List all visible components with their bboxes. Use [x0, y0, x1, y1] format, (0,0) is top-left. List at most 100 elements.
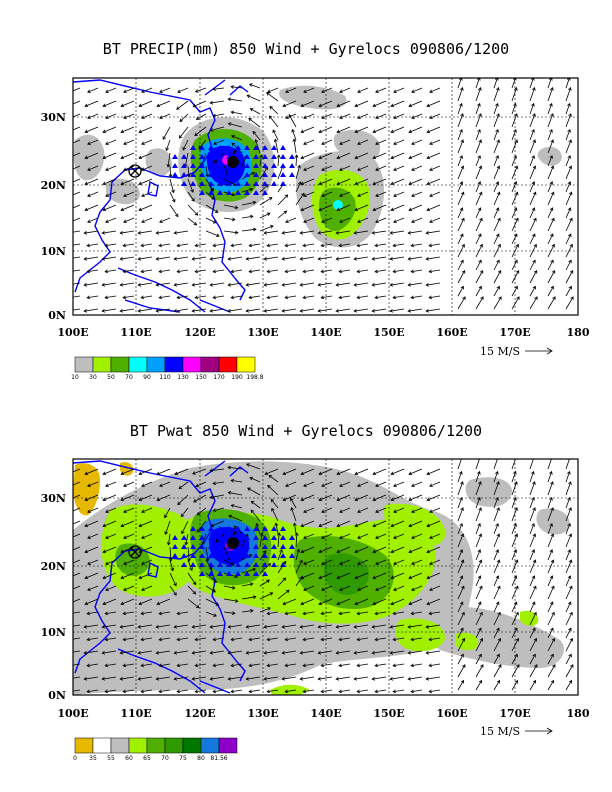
- wind-arrow: [169, 204, 179, 217]
- wind-arrowhead: [407, 282, 412, 287]
- wind-arrowhead: [426, 575, 431, 580]
- wind-arrow: [339, 611, 351, 615]
- wind-arrow: [120, 204, 135, 211]
- wind-arrow: [84, 546, 99, 553]
- wind-arrowhead: [550, 679, 555, 684]
- wind-arrow: [529, 497, 535, 509]
- wind-arrow: [408, 546, 423, 553]
- wind-arrowhead: [158, 243, 163, 248]
- wind-arrowhead: [460, 233, 464, 238]
- wind-arrowhead: [372, 155, 377, 160]
- gyre-triangle: [271, 181, 277, 186]
- wind-arrowhead: [318, 497, 323, 502]
- wind-arrow: [303, 637, 315, 641]
- wind-arrow: [475, 113, 482, 128]
- wind-arrowhead: [194, 637, 199, 642]
- wind-arrow: [87, 217, 99, 223]
- wind-arrowhead: [513, 575, 518, 579]
- wind-arrowhead: [138, 523, 143, 528]
- wind-arrow: [411, 507, 423, 513]
- wind-arrow: [457, 471, 462, 483]
- gyre-triangle: [280, 526, 286, 531]
- wind-arrow: [246, 308, 261, 312]
- colorbar-label: 110: [159, 374, 171, 381]
- wind-arrow: [256, 523, 261, 535]
- wind-arrowhead: [568, 87, 572, 91]
- gyre-triangle: [217, 163, 223, 168]
- wind-arrowhead: [303, 89, 307, 94]
- wind-arrow: [196, 113, 207, 120]
- wind-arrowhead: [66, 677, 69, 680]
- wind-arrow: [87, 637, 99, 641]
- wind-arrowhead: [158, 637, 163, 642]
- wind-arrowhead: [495, 601, 500, 606]
- bottom-x-tick-120: 120E: [184, 707, 215, 720]
- gyre-triangle: [289, 154, 295, 159]
- wind-arrow: [73, 507, 81, 512]
- wind-arrowhead: [84, 471, 89, 476]
- wind-arrowhead: [552, 664, 556, 668]
- gyre-triangle: [190, 544, 196, 549]
- colorbar-label: 81.56: [210, 755, 227, 762]
- wind-arrowhead: [86, 269, 91, 274]
- wind-arrowhead: [551, 270, 556, 274]
- gyre-triangle: [262, 190, 268, 195]
- gyre-triangle: [253, 190, 259, 195]
- wind-arrowhead: [550, 259, 554, 264]
- wind-arrowhead: [162, 136, 167, 140]
- wind-arrow: [87, 139, 99, 145]
- wind-arrowhead: [390, 523, 395, 528]
- wind-arrowhead: [354, 575, 359, 580]
- wind-arrowhead: [495, 155, 499, 159]
- gyre-triangle: [280, 535, 286, 540]
- wind-arrowhead: [411, 115, 415, 120]
- wind-arrow: [529, 260, 536, 271]
- wind-arrowhead: [173, 676, 178, 681]
- wind-arrowhead: [357, 141, 361, 146]
- wind-arrowhead: [212, 663, 217, 668]
- wind-arrow: [375, 585, 387, 591]
- wind-arrow: [159, 481, 171, 487]
- wind-arrowhead: [302, 243, 307, 248]
- wind-arrowhead: [102, 523, 107, 528]
- colorbar-label: 150: [195, 374, 207, 381]
- wind-arrowhead: [458, 78, 463, 81]
- wind-arrow: [339, 559, 351, 565]
- wind-arrow: [231, 243, 243, 247]
- wind-arrowhead: [426, 471, 431, 476]
- wind-arrow: [408, 204, 423, 211]
- wind-arrowhead: [141, 193, 145, 198]
- wind-arrowhead: [318, 601, 323, 606]
- wind-arrowhead: [102, 575, 107, 580]
- wind-arrowhead: [407, 624, 412, 629]
- wind-arrow: [105, 269, 117, 273]
- wind-arrow: [195, 481, 207, 487]
- wind-arrowhead: [513, 496, 517, 501]
- wind-arrowhead: [191, 624, 196, 629]
- wind-arrowhead: [70, 220, 73, 223]
- wind-arrow: [354, 178, 369, 185]
- wind-arrow: [511, 113, 518, 128]
- wind-arrowhead: [408, 497, 413, 502]
- wind-arrowhead: [390, 207, 395, 212]
- colorbar-swatch: [92, 356, 112, 373]
- colorbar-swatch: [146, 356, 166, 373]
- wind-arrow: [375, 295, 387, 299]
- wind-arrowhead: [209, 566, 213, 570]
- gyre-triangle: [271, 526, 277, 531]
- wind-arrow: [493, 654, 500, 665]
- wind-arrowhead: [141, 483, 145, 488]
- wind-arrowhead: [496, 559, 501, 564]
- wind-arrow: [156, 624, 171, 628]
- wind-arrow: [493, 481, 500, 496]
- wind-arrow: [475, 165, 482, 180]
- wind-arrow: [475, 471, 480, 483]
- wind-arrowhead: [356, 295, 361, 300]
- wind-arrowhead: [371, 308, 376, 313]
- wind-arrow: [354, 282, 369, 286]
- wind-arrow: [241, 568, 256, 574]
- wind-arrow: [565, 601, 572, 613]
- wind-arrowhead: [497, 585, 501, 590]
- wind-arrow: [336, 572, 351, 579]
- bottom-x-tick-180: 180: [567, 707, 590, 720]
